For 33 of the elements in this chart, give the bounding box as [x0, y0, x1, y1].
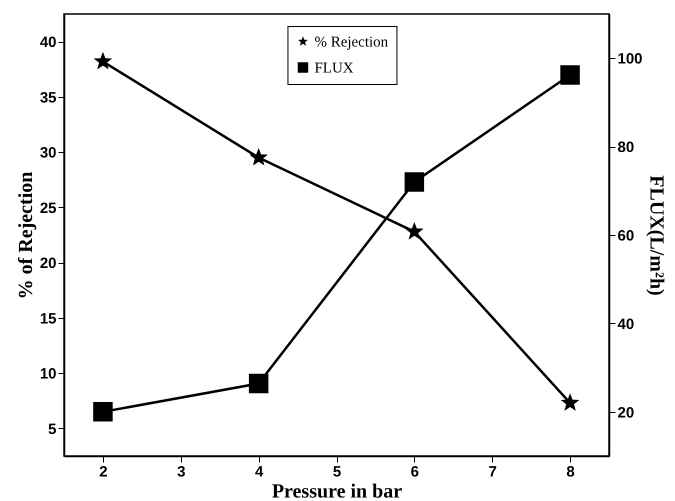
y2-tick-label: 40 [618, 316, 634, 333]
x-tick-label: 6 [410, 464, 420, 480]
y-tick-label: 5 [48, 420, 56, 438]
x-tick-label: 4 [254, 464, 264, 480]
point [93, 402, 113, 422]
y2-tick-label: 80 [618, 139, 634, 156]
x-tick-label: 7 [488, 464, 497, 480]
x-axis-title: Pressure in bar [272, 480, 402, 501]
x-tick-label: 8 [566, 464, 575, 480]
point [404, 172, 424, 192]
y-axis-title: % of Rejection [14, 172, 37, 300]
point [560, 65, 580, 85]
y2-tick-label: 60 [618, 228, 634, 244]
point [405, 222, 424, 240]
y-tick-label: 10 [40, 366, 56, 383]
y-tick-label: 35 [40, 89, 56, 106]
y2-tick-label: 100 [618, 50, 643, 68]
y2-tick-label: 20 [618, 404, 634, 422]
x-tick-label: 3 [177, 464, 186, 480]
point [248, 374, 268, 394]
y-tick-label: 25 [40, 200, 56, 217]
y-tick-label: 15 [40, 310, 56, 328]
y-tick-label: 40 [40, 34, 56, 52]
point [94, 52, 112, 70]
y2-axis-title: FLUX(L/m²h) [646, 175, 668, 296]
legend-label: % Rejection [314, 34, 389, 50]
legend-label: FLUX [314, 60, 354, 76]
y-tick-label: 20 [40, 255, 56, 272]
point [560, 393, 580, 411]
x-tick-label: 2 [99, 464, 108, 480]
y-tick-label: 30 [40, 144, 56, 162]
x-tick-label: 5 [332, 464, 342, 480]
point [249, 148, 268, 166]
